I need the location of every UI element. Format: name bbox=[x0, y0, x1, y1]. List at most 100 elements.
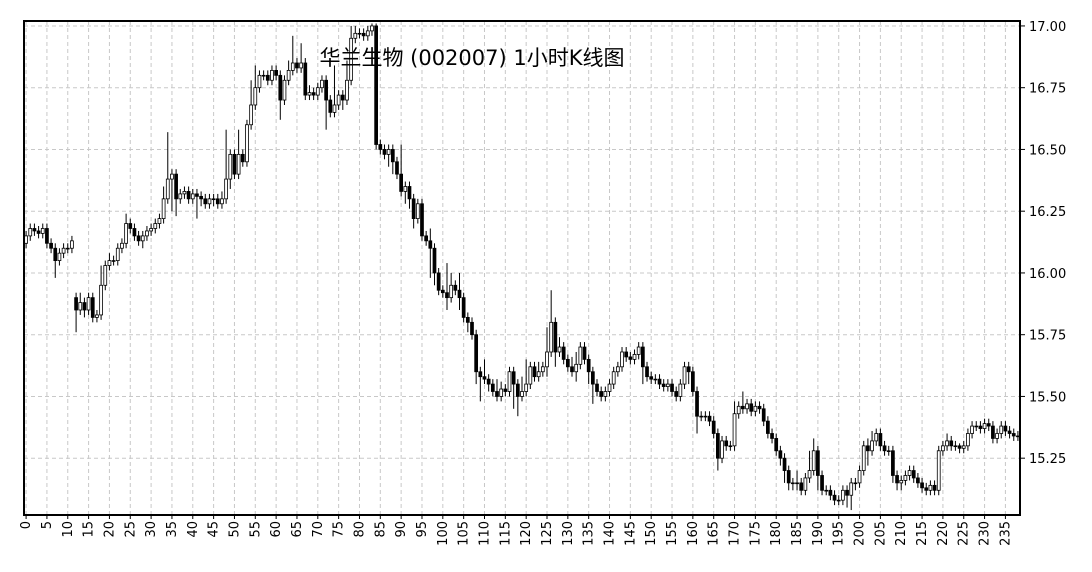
candle-body bbox=[982, 423, 987, 429]
candle-body bbox=[157, 218, 162, 224]
candle-body bbox=[845, 489, 849, 496]
candle-body bbox=[145, 230, 149, 237]
candle-body bbox=[432, 247, 437, 274]
x-tick-label: 65 bbox=[290, 521, 305, 538]
candle-body bbox=[78, 302, 83, 311]
x-tick-label: 110 bbox=[477, 521, 492, 546]
x-tick-label: 115 bbox=[498, 521, 513, 546]
x-tick-label: 195 bbox=[832, 521, 847, 546]
candle-body bbox=[657, 378, 662, 385]
candle-body bbox=[315, 87, 320, 96]
candle-body bbox=[624, 351, 629, 358]
x-tick-label: 140 bbox=[603, 521, 618, 546]
candle-body bbox=[532, 366, 537, 378]
candle-body bbox=[791, 482, 795, 485]
candle-body bbox=[361, 32, 366, 37]
candle-body bbox=[457, 289, 462, 299]
candle-body bbox=[161, 198, 166, 219]
candle-body bbox=[153, 223, 158, 229]
candle-body bbox=[578, 346, 583, 365]
candle-body bbox=[778, 450, 783, 459]
candle-body bbox=[495, 391, 499, 397]
candle-body bbox=[978, 425, 983, 429]
x-tick-label: 155 bbox=[665, 521, 680, 546]
x-tick-label: 145 bbox=[623, 521, 638, 546]
candle-body bbox=[911, 470, 916, 479]
y-tick-label: 15.75 bbox=[1029, 329, 1066, 344]
y-tick-label: 16.75 bbox=[1029, 82, 1066, 97]
candle-body bbox=[761, 408, 766, 422]
y-tick-label: 17.00 bbox=[1029, 20, 1066, 35]
candle-body bbox=[165, 178, 170, 200]
candle-body bbox=[640, 346, 645, 368]
candle-body bbox=[941, 445, 945, 452]
candle-body bbox=[924, 487, 929, 491]
candle-body bbox=[90, 297, 95, 318]
candle-body bbox=[232, 153, 237, 175]
x-tick-label: 165 bbox=[707, 521, 722, 546]
candle-body bbox=[278, 74, 283, 101]
candle-body bbox=[595, 383, 599, 392]
candle-body bbox=[745, 403, 749, 410]
x-tick-label: 100 bbox=[436, 521, 451, 546]
candle-body bbox=[128, 223, 133, 229]
candle-body bbox=[174, 173, 178, 200]
candle-body bbox=[590, 371, 595, 385]
candle-body bbox=[474, 334, 479, 373]
candle-body bbox=[399, 173, 404, 192]
candle-body bbox=[816, 450, 820, 476]
candle-body bbox=[966, 433, 970, 447]
x-tick-label: 180 bbox=[769, 521, 784, 546]
candle-body bbox=[570, 366, 574, 373]
candle-body bbox=[749, 403, 754, 412]
candle-body bbox=[820, 475, 824, 491]
candle-body bbox=[465, 316, 470, 323]
candle-body bbox=[653, 378, 658, 381]
candle-body bbox=[899, 480, 904, 484]
candle-body bbox=[224, 178, 228, 200]
candle-body bbox=[403, 186, 408, 192]
candle-body bbox=[574, 363, 579, 373]
x-tick-label: 95 bbox=[415, 521, 430, 538]
y-tick-label: 15.50 bbox=[1029, 390, 1066, 405]
candle-body bbox=[349, 37, 353, 81]
candle-body bbox=[378, 144, 383, 150]
candle-body bbox=[107, 260, 112, 266]
x-tick-label: 30 bbox=[144, 521, 159, 538]
candle-body bbox=[628, 356, 633, 360]
candle-body bbox=[786, 470, 791, 484]
candle-body bbox=[290, 62, 295, 71]
candle-body bbox=[240, 153, 245, 163]
candle-body bbox=[390, 149, 395, 163]
x-tick-label: 80 bbox=[352, 521, 367, 538]
candle-body bbox=[878, 433, 883, 447]
candle-body bbox=[695, 391, 699, 417]
candle-body bbox=[874, 433, 879, 442]
candle-body bbox=[861, 445, 866, 471]
candle-body bbox=[728, 445, 733, 448]
candle-body bbox=[686, 366, 691, 373]
candle-body bbox=[253, 87, 258, 106]
x-tick-label: 0 bbox=[19, 521, 34, 529]
x-tick-label: 20 bbox=[102, 521, 117, 538]
x-tick-label: 185 bbox=[790, 521, 805, 546]
candle-body bbox=[190, 193, 195, 200]
x-tick-label: 230 bbox=[978, 521, 993, 546]
candle-body bbox=[65, 247, 70, 250]
candle-body bbox=[395, 161, 399, 175]
candle-body bbox=[1007, 430, 1012, 434]
candle-body bbox=[353, 32, 358, 39]
candle-body bbox=[507, 371, 512, 392]
candle-body bbox=[345, 79, 349, 101]
candle-body bbox=[995, 433, 999, 439]
candle-body bbox=[299, 62, 303, 69]
candle-body bbox=[561, 346, 566, 360]
candle-body bbox=[340, 94, 345, 101]
candle-body bbox=[661, 383, 666, 387]
candle-body bbox=[716, 433, 720, 459]
x-tick-label: 5 bbox=[40, 521, 55, 529]
candle-body bbox=[61, 247, 66, 254]
candle-body bbox=[599, 391, 604, 397]
